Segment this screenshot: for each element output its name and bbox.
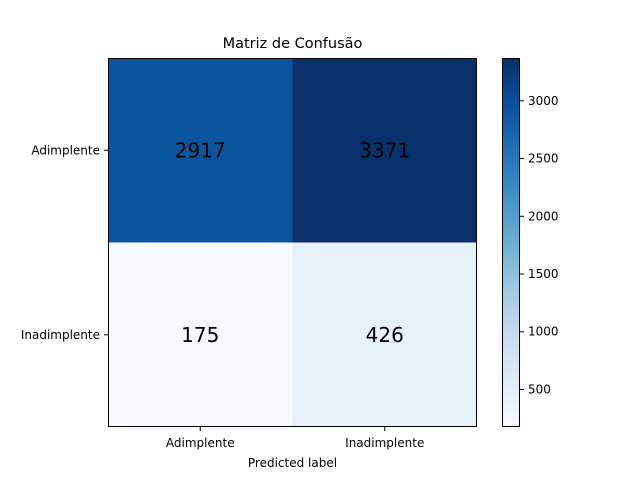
y-tick-label: Adimplente bbox=[31, 143, 100, 157]
chart-title: Matriz de Confusão bbox=[223, 36, 363, 52]
colorbar-tick-label: 3000 bbox=[528, 94, 559, 108]
y-tick-label: Inadimplente bbox=[21, 328, 100, 342]
y-axis: Adimplente Inadimplente bbox=[21, 143, 108, 342]
heatmap-cells: 2917 3371 175 426 bbox=[108, 58, 477, 427]
heatmap-cell bbox=[108, 242, 293, 427]
x-tick-label: Inadimplente bbox=[345, 436, 424, 450]
colorbar-tick-label: 1000 bbox=[528, 325, 559, 339]
colorbar-ticks: 500 1000 1500 2000 2500 3000 bbox=[520, 94, 559, 396]
colorbar-tick-label: 500 bbox=[528, 382, 551, 396]
colorbar-tick-label: 2000 bbox=[528, 209, 559, 223]
colorbar-tick-label: 1500 bbox=[528, 267, 559, 281]
cell-value-label: 3371 bbox=[359, 138, 410, 162]
colorbar bbox=[502, 58, 520, 427]
heatmap-cell bbox=[292, 242, 477, 427]
colorbar-frame bbox=[502, 58, 520, 427]
cell-value-label: 175 bbox=[181, 323, 219, 347]
x-axis: Adimplente Inadimplente bbox=[166, 427, 424, 450]
heatmap-cell bbox=[292, 58, 477, 243]
x-axis-label: Predicted label bbox=[248, 456, 337, 470]
x-tick-label: Adimplente bbox=[166, 436, 235, 450]
cell-value-label: 2917 bbox=[175, 138, 226, 162]
colorbar-tick-label: 2500 bbox=[528, 152, 559, 166]
heatmap-cell bbox=[108, 58, 293, 243]
plot-frame bbox=[108, 58, 477, 427]
cell-value-label: 426 bbox=[366, 323, 404, 347]
